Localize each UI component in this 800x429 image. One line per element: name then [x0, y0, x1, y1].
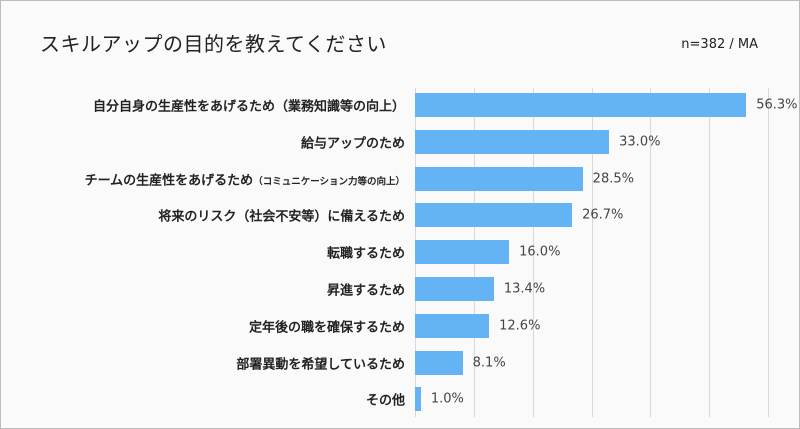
bar: [415, 277, 494, 301]
gridline: [768, 88, 769, 417]
category-label: 部署異動を希望しているため: [236, 353, 405, 372]
value-label: 33.0%: [619, 134, 661, 150]
sample-note: n=382 / MA: [681, 37, 758, 52]
value-label: 8.1%: [472, 355, 506, 371]
chart-title: スキルアップの目的を教えてください: [40, 32, 387, 56]
gridline: [532, 88, 534, 417]
bar: [415, 240, 510, 265]
value-label: 28.5%: [592, 171, 634, 187]
category-label: 自分自身の生産性をあげるため（業務知識等の向上）: [93, 96, 405, 115]
category-label: 定年後の職を確保するため: [249, 316, 405, 335]
bar: [415, 387, 421, 412]
value-label: 26.7%: [582, 207, 624, 223]
bar: [415, 93, 747, 117]
category-label-main: 将来のリスク（社会不安等）に備えるため: [158, 209, 405, 225]
category-label: 将来のリスク（社会不安等）に備えるため: [158, 206, 405, 225]
gridline: [650, 88, 652, 417]
bar: [415, 129, 610, 154]
category-label-main: 自分自身の生産性をあげるため（業務知識等の向上）: [92, 99, 405, 115]
category-label-main: 給与アップのため: [300, 136, 405, 152]
bar: [415, 350, 463, 375]
category-label: その他: [366, 390, 405, 409]
category-label-main: 定年後の職を確保するため: [248, 320, 405, 336]
value-label: 56.3%: [756, 97, 798, 113]
bar: [415, 313, 490, 338]
category-label: 給与アップのため: [301, 132, 405, 151]
category-label-main: 昇進するため: [326, 283, 405, 299]
gridline: [709, 88, 711, 417]
category-label-main: 部署異動を希望しているため: [236, 357, 405, 373]
bar: [415, 166, 583, 191]
value-label: 13.4%: [503, 281, 546, 297]
value-label: 1.0%: [430, 391, 464, 407]
gridline: [591, 88, 593, 417]
category-label-sub: （コミュニケーション力等の向上）: [253, 176, 405, 188]
category-label-main: チームの生産性をあげるため: [84, 173, 254, 189]
category-label: 昇進するため: [327, 280, 405, 299]
bar: [415, 203, 573, 228]
category-label-main: その他: [365, 393, 405, 409]
value-label: 12.6%: [499, 318, 541, 334]
category-label: 転職するため: [327, 243, 405, 262]
category-label-main: 転職するため: [326, 246, 405, 262]
value-label: 16.0%: [519, 244, 561, 260]
category-label: チームの生産性をあげるため（コミュニケーション力等の向上）: [85, 169, 405, 188]
